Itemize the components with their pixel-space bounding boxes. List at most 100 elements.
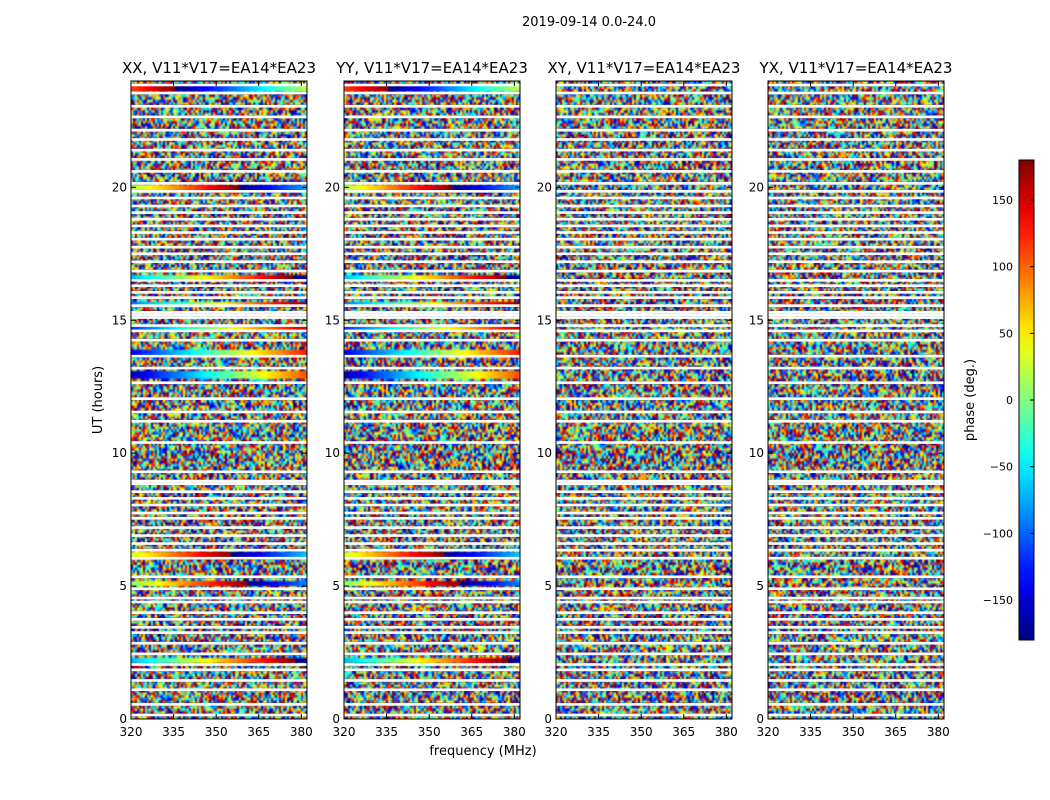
flagged-row (556, 503, 732, 507)
flagged-row (131, 128, 307, 132)
flagged-row (556, 245, 732, 249)
flagged-row (556, 148, 732, 152)
flagged-row (131, 600, 307, 604)
y-tick-label: 0 (119, 712, 127, 726)
flagged-row (344, 284, 520, 287)
flagged-row (768, 91, 944, 95)
flagged-row (556, 324, 732, 327)
flagged-row (768, 703, 944, 706)
flagged-row (344, 237, 520, 241)
flagged-row (131, 204, 307, 208)
flagged-row (344, 688, 520, 692)
flagged-row (556, 196, 732, 200)
y-tick-label: 20 (749, 180, 764, 194)
flagged-row (344, 611, 520, 614)
flagged-row (556, 713, 732, 717)
colorbar: −150 −100 −50 0 50 100 150 (983, 159, 1035, 641)
flagged-row (556, 224, 732, 228)
flagged-row (131, 618, 307, 621)
flagged-row (556, 618, 732, 621)
flagged-row (344, 158, 520, 161)
flagged-row (556, 548, 732, 552)
flagged-row (556, 516, 732, 520)
flagged-row (556, 190, 732, 193)
colorbar-tick-label: 100 (992, 261, 1013, 274)
flagged-row (344, 479, 520, 483)
flagged-row (344, 441, 520, 444)
flagged-row (556, 381, 732, 385)
flagged-row (556, 470, 732, 474)
flagged-row (768, 313, 944, 317)
x-tick-label: 320 (120, 725, 143, 739)
flagged-row (131, 83, 307, 87)
flagged-row (556, 703, 732, 706)
flagged-row (344, 625, 520, 629)
flagged-row (131, 668, 307, 672)
flagged-row (131, 231, 307, 234)
flagged-row (344, 534, 520, 537)
flagged-row (344, 316, 520, 319)
flagged-row (344, 279, 520, 282)
flagged-row (768, 190, 944, 193)
flagged-row (131, 158, 307, 161)
flagged-row (131, 652, 307, 656)
flagged-row (131, 237, 307, 241)
x-tick-label: 335 (375, 725, 398, 739)
flagged-row (556, 252, 732, 256)
flagged-row (344, 104, 520, 108)
flagged-row (344, 542, 520, 545)
flagged-row (131, 713, 307, 717)
x-tick-label: 350 (630, 725, 653, 739)
flagged-row (768, 587, 944, 591)
panel-title: XX, V11*V17=EA14*EA23 (122, 59, 316, 77)
flagged-row (344, 231, 520, 234)
flagged-row (556, 279, 732, 282)
flagged-row (344, 115, 520, 119)
flagged-row (768, 575, 944, 579)
flagged-row (556, 441, 732, 444)
flagged-row (768, 652, 944, 656)
flagged-row (131, 688, 307, 692)
y-tick-label: 5 (544, 579, 552, 593)
flagged-row (556, 397, 732, 400)
y-tick-label: 0 (332, 712, 340, 726)
heatmap-image (131, 81, 307, 719)
flagged-row (131, 366, 307, 370)
flagged-row (556, 490, 732, 494)
y-tick-label: 20 (325, 180, 340, 194)
flagged-row (556, 652, 732, 656)
flagged-row (768, 470, 944, 474)
x-tick-label: 380 (503, 725, 526, 739)
flagged-row (556, 316, 732, 319)
flagged-row (131, 625, 307, 629)
flagged-row (556, 182, 732, 185)
flagged-row (344, 170, 520, 173)
flagged-row (131, 304, 307, 307)
flagged-row (131, 641, 307, 645)
flagged-row (768, 479, 944, 483)
flagged-row (344, 587, 520, 591)
flagged-row (556, 366, 732, 370)
flagged-row (556, 575, 732, 579)
flagged-row (556, 237, 732, 241)
flagged-row (768, 556, 944, 560)
flagged-row (556, 313, 732, 317)
flagged-row (768, 688, 944, 692)
flagged-row (131, 596, 307, 600)
flagged-row (768, 170, 944, 173)
panel-frame (343, 80, 521, 720)
flagged-row (556, 511, 732, 515)
flagged-row (131, 324, 307, 327)
flagged-row (556, 211, 732, 214)
flagged-row (556, 329, 732, 333)
flagged-row (556, 556, 732, 560)
flagged-row (768, 596, 944, 600)
flagged-row (556, 269, 732, 273)
flagged-row (768, 618, 944, 621)
colorbar-label: phase (deg.) (963, 359, 978, 441)
y-tick-label: 15 (537, 313, 552, 327)
flagged-row (768, 329, 944, 333)
y-axis-label: UT (hours) (91, 366, 106, 434)
flagged-row (344, 83, 520, 87)
flagged-row (131, 245, 307, 249)
